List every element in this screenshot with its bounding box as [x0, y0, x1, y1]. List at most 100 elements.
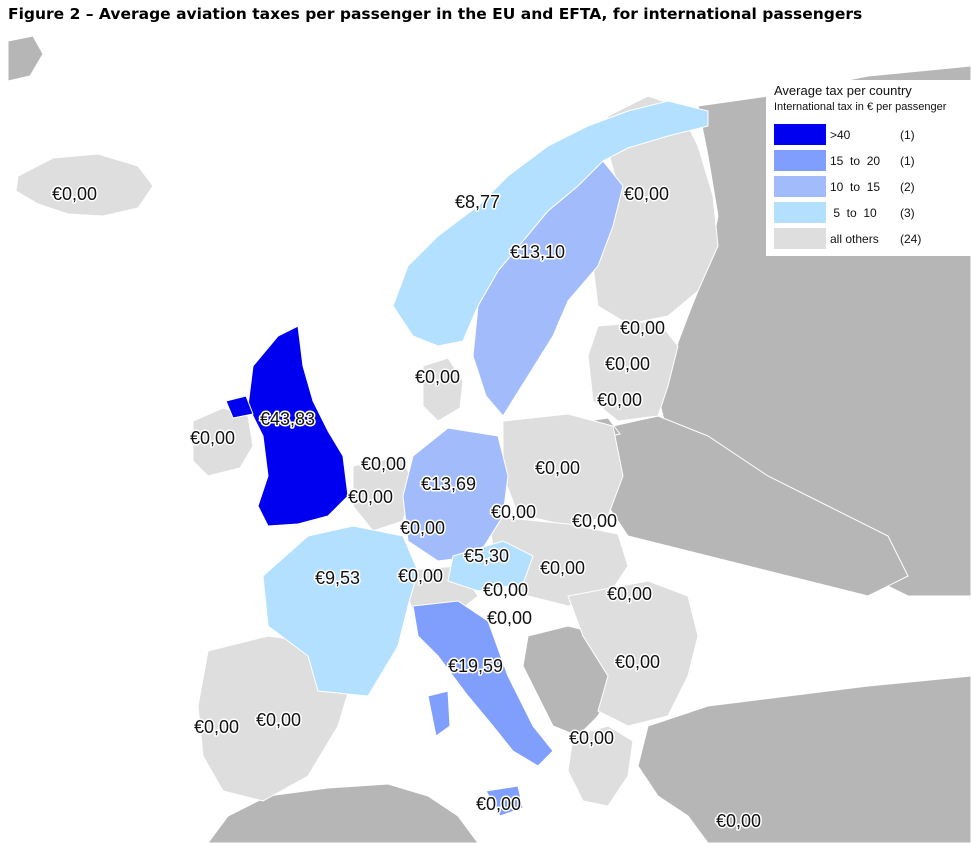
- legend-count: (24): [900, 232, 922, 246]
- label-iceland: €0,00: [52, 184, 97, 204]
- label-slovenia: €0,00: [483, 580, 528, 600]
- legend-count: (2): [900, 180, 915, 194]
- legend-item: 10 to 15 (2): [774, 176, 971, 197]
- legend-item: all others (24): [774, 228, 971, 249]
- label-portugal: €0,00: [194, 717, 239, 737]
- label-denmark: €0,00: [415, 367, 460, 387]
- label-halo-poland: €0,00: [535, 458, 580, 478]
- label-halo-greece: €0,00: [569, 728, 614, 748]
- map-container: €0,00 €0,00 €8,77 €8,77 €13,10 €13,10 €0,00 €0,…: [8, 36, 971, 843]
- romania-bulgaria-shape: [567, 580, 699, 727]
- label-norway: €8,77: [455, 192, 500, 212]
- label-italy: €19,59: [448, 656, 503, 676]
- label-halo-latvia: €0,00: [605, 354, 650, 374]
- label-sweden: €13,10: [510, 242, 565, 262]
- legend-label: all others: [830, 232, 879, 246]
- label-ireland: €0,00: [190, 428, 235, 448]
- label-malta: €0,00: [476, 794, 521, 814]
- label-halo-malta: €0,00: [476, 794, 521, 814]
- north-africa-land: [207, 783, 479, 843]
- sardinia-shape: [427, 690, 451, 737]
- label-halo-slovakia: €0,00: [572, 511, 617, 531]
- austria-shape: [447, 540, 534, 592]
- label-greece: €0,00: [569, 728, 614, 748]
- label-halo-belgium: €0,00: [348, 487, 393, 507]
- uk-shape: [247, 325, 349, 527]
- label-halo-estonia: €0,00: [620, 318, 665, 338]
- label-halo-iceland: €0,00: [52, 184, 97, 204]
- label-halo-ireland: €0,00: [190, 428, 235, 448]
- label-slovakia: €0,00: [572, 511, 617, 531]
- label-halo-germany: €13,69: [421, 474, 476, 494]
- northern-ireland-shape: [225, 395, 254, 419]
- legend-count: (1): [900, 154, 915, 168]
- label-halo-italy: €19,59: [448, 656, 503, 676]
- greece-shape: [567, 725, 634, 807]
- label-halo-lithuania: €0,00: [597, 390, 642, 410]
- legend-item: >40 (1): [774, 124, 971, 145]
- label-switzerland: €0,00: [398, 566, 443, 586]
- label-halo-portugal: €0,00: [194, 717, 239, 737]
- ireland-shape: [192, 407, 254, 477]
- label-halo-bulgaria: €0,00: [615, 652, 660, 672]
- legend-title: Average tax per country: [774, 83, 912, 98]
- greenland-fragment-land: [8, 36, 44, 82]
- label-spain: €0,00: [256, 710, 301, 730]
- denmark-shape: [422, 357, 464, 422]
- label-halo-croatia: €0,00: [487, 608, 532, 628]
- label-halo-hungary: €0,00: [540, 558, 585, 578]
- label-poland: €0,00: [535, 458, 580, 478]
- label-halo-finland: €0,00: [624, 184, 669, 204]
- country-labels: €0,00€0,00 €8,77€8,77€13,10€13,10€0,00€0,…: [51, 183, 763, 833]
- label-luxembourg: €0,00: [400, 518, 445, 538]
- label-halo-slovenia: €0,00: [483, 580, 528, 600]
- label-estonia: €0,00: [620, 318, 665, 338]
- label-halo-france: €9,53: [315, 568, 360, 588]
- legend-swatch: [774, 228, 826, 249]
- label-halo-netherlands: €0,00: [361, 454, 406, 474]
- baltics-shape: [587, 320, 679, 422]
- legend-swatch: [774, 202, 826, 223]
- legend-swatch: [774, 124, 826, 145]
- sweden-shape: [472, 160, 624, 417]
- label-halo-cyprus: €0,00: [716, 811, 761, 831]
- label-czechia: €0,00: [491, 502, 536, 522]
- belarus-ukraine-land: [607, 415, 909, 597]
- benelux-shape: [352, 455, 414, 532]
- italy-shape: [412, 600, 554, 767]
- norway-shape: [392, 100, 709, 347]
- legend-count: (3): [900, 206, 915, 220]
- label-belgium: €0,00: [348, 487, 393, 507]
- legend-swatch: [774, 176, 826, 197]
- label-germany: €13,69: [421, 474, 476, 494]
- label-halo-spain: €0,00: [256, 710, 301, 730]
- label-austria: €5,30: [464, 546, 509, 566]
- legend-label: 15 to 20: [830, 154, 881, 168]
- france-shape: [262, 525, 419, 697]
- germany-shape: [402, 427, 509, 562]
- label-romania: €0,00: [607, 584, 652, 604]
- legend-subtitle: International tax in € per passenger: [774, 101, 947, 113]
- legend-label: >40: [830, 128, 851, 142]
- label-halo-luxembourg: €0,00: [400, 518, 445, 538]
- legend-count: (1): [900, 128, 915, 142]
- label-halo-united-kingdom: €43,83: [260, 409, 315, 429]
- legend: Average tax per country International ta…: [766, 80, 971, 256]
- label-lithuania: €0,00: [597, 390, 642, 410]
- legend-item: 15 to 20 (1): [774, 150, 971, 171]
- label-cyprus: €0,00: [716, 811, 761, 831]
- label-halo-czechia: €0,00: [491, 502, 536, 522]
- figure-title: Figure 2 – Average aviation taxes per pa…: [8, 5, 863, 23]
- label-netherlands: €0,00: [361, 454, 406, 474]
- label-halo-austria: €5,30: [464, 546, 509, 566]
- label-halo-romania: €0,00: [607, 584, 652, 604]
- turkey-land: [637, 675, 971, 843]
- iceland-shape: [15, 153, 154, 217]
- label-hungary: €0,00: [540, 558, 585, 578]
- legend-item: 5 to 10 (3): [774, 202, 971, 223]
- label-latvia: €0,00: [605, 354, 650, 374]
- label-france: €9,53: [315, 568, 360, 588]
- legend-swatch: [774, 150, 826, 171]
- label-halo-switzerland: €0,00: [398, 566, 443, 586]
- label-croatia: €0,00: [487, 608, 532, 628]
